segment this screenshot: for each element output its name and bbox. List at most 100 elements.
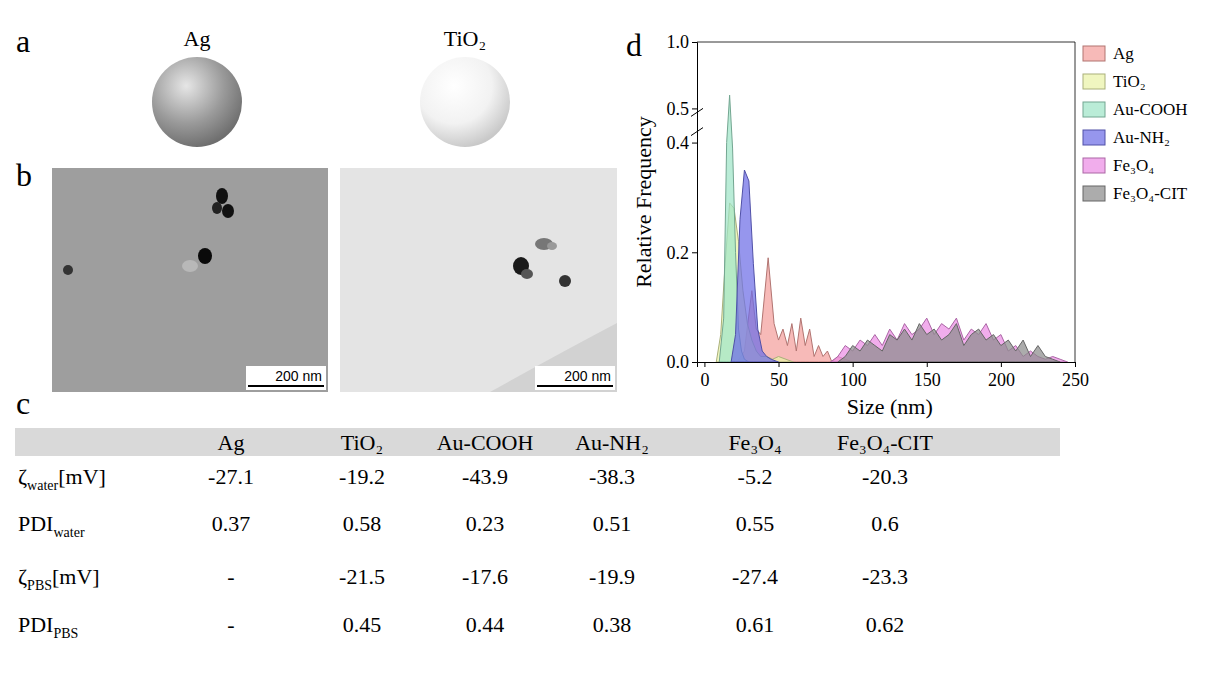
- table-cell: -27.1: [208, 464, 254, 489]
- table-cell: -43.9: [462, 464, 508, 489]
- y-tick: 0.2: [667, 243, 698, 263]
- y-tick-mark: [692, 108, 697, 109]
- table-cell: 0.37: [212, 511, 251, 536]
- y-tick: 0.4: [667, 133, 698, 153]
- y-tick: 0.0: [667, 352, 698, 372]
- tem-image: [52, 168, 328, 392]
- legend-label: Au-COOH: [1113, 100, 1188, 119]
- sphere-label: TiO₂: [444, 26, 486, 51]
- sphere: [420, 57, 510, 147]
- table-cell: 0.38: [593, 612, 632, 637]
- particle: [521, 269, 533, 279]
- axis-break: [691, 128, 703, 136]
- y-axis: 0.0 0.2 0.4 0.5 1.0: [667, 32, 698, 372]
- x-tick-mark: [704, 362, 705, 367]
- x-tick-label: 250: [1062, 370, 1089, 390]
- row-subscript: water: [27, 478, 58, 493]
- scale-bar-ground: [246, 366, 326, 390]
- table-cell: 0.6: [871, 511, 899, 536]
- x-axis-line: [698, 363, 1076, 368]
- row-symbol: PDI: [18, 511, 53, 536]
- table-cell: -19.2: [339, 464, 385, 489]
- table-cell: 0.58: [343, 511, 382, 536]
- scale-bar-ground: [535, 366, 615, 390]
- x-tick-label: 100: [840, 370, 867, 390]
- particle: [212, 202, 222, 214]
- panel-letter: b: [16, 157, 32, 193]
- legend-label: Au-NH₂: [1113, 128, 1170, 147]
- table-cell: -20.3: [862, 464, 908, 489]
- y-tick-label: 1.0: [667, 32, 690, 52]
- panel-letter: c: [16, 385, 30, 421]
- table-cell: 0.51: [593, 511, 632, 536]
- legend-swatch: [1083, 102, 1105, 117]
- x-tick: 50: [770, 362, 788, 390]
- legend: AgTiO₂Au-COOHAu-NH₂Fe₃O₄Fe₃O₄-CIT: [1083, 44, 1188, 203]
- particle: [559, 275, 571, 287]
- plot-area: [716, 95, 1067, 362]
- table-cell: 0.23: [466, 511, 505, 536]
- x-tick-label: 150: [914, 370, 941, 390]
- sphere: [152, 57, 242, 147]
- legend-swatch: [1083, 186, 1105, 201]
- x-tick-label: 50: [770, 370, 788, 390]
- table-cell: -38.3: [589, 464, 635, 489]
- y-tick-mark: [692, 143, 697, 144]
- row-subscript: PBS: [53, 626, 78, 641]
- table-cell: -5.2: [738, 464, 773, 489]
- scale-bar-label: 200 nm: [275, 368, 322, 384]
- legend-label: Ag: [1113, 44, 1134, 63]
- table-cell: -: [227, 564, 234, 589]
- y-tick-mark: [692, 252, 697, 253]
- legend-label: TiO₂: [1113, 72, 1146, 91]
- column-head: Ag: [218, 430, 245, 455]
- particle: [198, 248, 212, 264]
- panel-letter: d: [626, 27, 642, 63]
- table-header-band: [15, 428, 1060, 456]
- column-head: Fe₃O₄: [728, 430, 781, 455]
- table-cell: 0.45: [343, 612, 382, 637]
- table-cell: 0.62: [866, 612, 905, 637]
- x-tick: 0: [700, 362, 709, 390]
- column-head: Au-NH₂: [575, 430, 649, 455]
- panel-letter: a: [16, 23, 30, 59]
- legend-swatch: [1083, 158, 1105, 173]
- row-head: PDIPBS: [18, 612, 78, 641]
- x-tick-label: 0: [700, 370, 709, 390]
- x-axis-title: Size (nm): [847, 394, 933, 419]
- row-symbol: ζ: [18, 564, 27, 589]
- particle: [547, 242, 557, 250]
- column-head: Au-COOH: [437, 430, 534, 455]
- table-cell: -: [227, 612, 234, 637]
- y-tick-mark: [692, 362, 697, 363]
- y-tick-label: 0.5: [667, 99, 690, 119]
- scale-bar-label: 200 nm: [564, 368, 611, 384]
- area: [731, 170, 778, 362]
- legend-swatch: [1083, 46, 1105, 61]
- x-axis: 050100150200250: [698, 362, 1090, 390]
- x-tick-mark: [779, 362, 780, 367]
- y-tick-label: 0.2: [667, 243, 690, 263]
- tem-edge: [490, 323, 617, 392]
- y-tick: 1.0: [667, 32, 698, 52]
- legend-label: Fe₃O₄-CIT: [1113, 184, 1188, 203]
- area: [838, 324, 1060, 362]
- frame: [1075, 42, 1076, 362]
- sphere-label: Ag: [184, 26, 211, 51]
- row-head: ζPBS[mV]: [18, 564, 100, 593]
- x-tick-mark: [927, 362, 928, 367]
- row-head: PDIwater: [18, 511, 85, 540]
- area: [830, 318, 1067, 362]
- x-tick-mark: [853, 362, 854, 367]
- scale-bar: [537, 385, 613, 387]
- particle: [63, 265, 73, 275]
- column-head: Fe₃O₄-CIT: [837, 430, 934, 455]
- row-unit: [mV]: [52, 564, 100, 589]
- row-subscript: PBS: [27, 578, 52, 593]
- row-symbol: ζ: [18, 464, 27, 489]
- particle: [222, 204, 234, 218]
- y-axis-line: [692, 43, 698, 363]
- table-cell: 0.55: [736, 511, 775, 536]
- y-tick-label: 0.4: [667, 133, 690, 153]
- legend-swatch: [1083, 130, 1105, 145]
